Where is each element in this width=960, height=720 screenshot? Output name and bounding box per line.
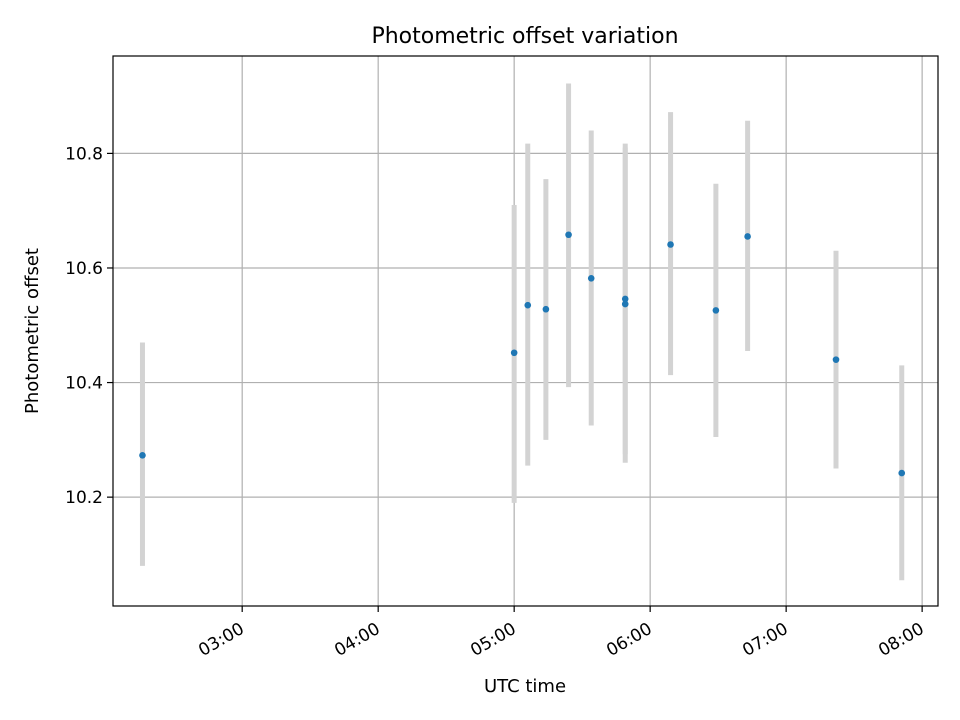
chart-title: Photometric offset variation	[371, 24, 678, 49]
x-tick-label: 07:00	[739, 619, 791, 661]
x-axis-label: UTC time	[484, 676, 566, 697]
data-point	[898, 469, 906, 477]
x-tick-label: 05:00	[467, 619, 519, 661]
y-tick-label: 10.6	[65, 259, 103, 279]
data-point	[139, 452, 146, 459]
data-point	[621, 295, 629, 303]
data-point	[744, 233, 751, 240]
y-axis-ticks: 10.2 10.4 10.6 10.8	[65, 144, 113, 508]
x-tick-label: 04:00	[331, 619, 383, 661]
data-point	[587, 274, 595, 282]
x-tick-label: 06:00	[603, 619, 655, 661]
data-point	[621, 300, 629, 308]
data-point	[524, 301, 532, 309]
data-point	[542, 305, 550, 313]
x-tick-label: 08:00	[875, 619, 927, 661]
y-axis-label: Photometric offset	[22, 248, 43, 414]
data-point	[832, 356, 840, 363]
x-axis-ticks: 03:00 04:00 05:00 06:00 07:00 08:00	[195, 606, 928, 661]
data-point	[667, 241, 674, 248]
data-point	[712, 307, 720, 314]
x-tick-label: 03:00	[195, 619, 247, 661]
y-tick-label: 10.8	[65, 144, 103, 164]
data-point	[565, 231, 572, 239]
y-tick-label: 10.4	[65, 374, 103, 394]
y-tick-label: 10.2	[65, 488, 103, 508]
error-bars	[139, 83, 905, 581]
data-point	[510, 349, 518, 357]
plot-area-frame	[112, 55, 939, 607]
data-points	[139, 231, 906, 477]
